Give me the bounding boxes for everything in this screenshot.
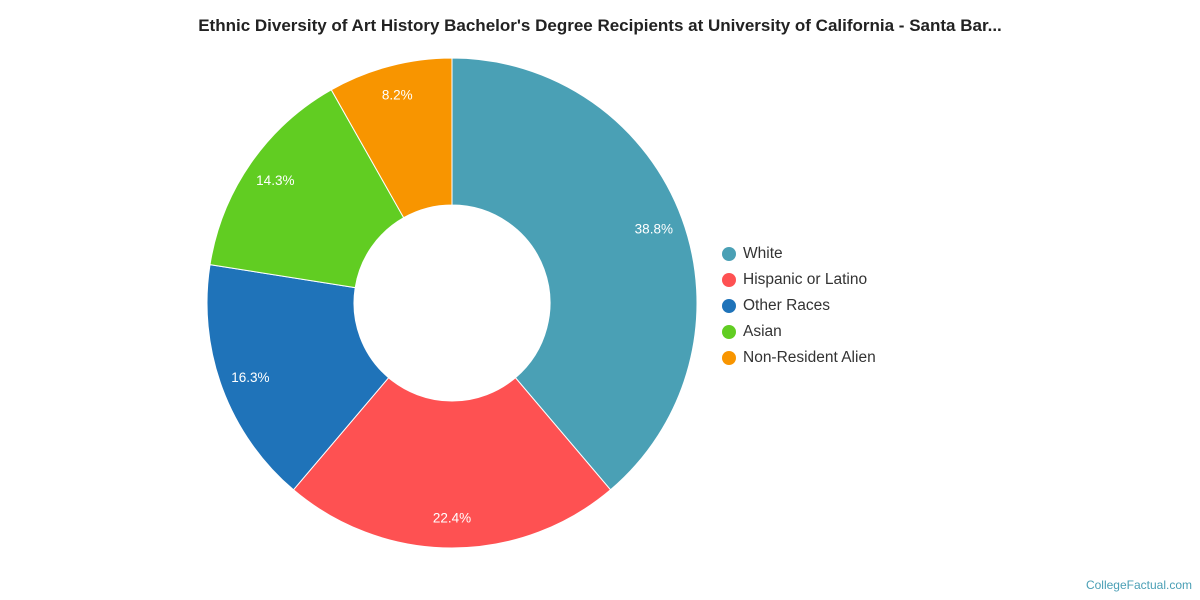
legend-item-white[interactable]: White xyxy=(722,241,876,267)
legend-swatch xyxy=(722,351,736,365)
slice-hispanic-or-latino[interactable] xyxy=(292,377,612,549)
legend-label: Hispanic or Latino xyxy=(743,271,868,288)
legend-swatch xyxy=(722,299,736,313)
chart-title: Ethnic Diversity of Art History Bachelor… xyxy=(198,16,1002,35)
slice-value-label: 8.2% xyxy=(382,88,413,103)
legend-label: Non-Resident Alien xyxy=(743,349,876,366)
legend-label: White xyxy=(743,245,783,262)
slice-value-label: 22.4% xyxy=(433,511,471,526)
legend-item-other-races[interactable]: Other Races xyxy=(722,293,876,319)
legend-item-hispanic-or-latino[interactable]: Hispanic or Latino xyxy=(722,267,876,293)
chart-legend: White Hispanic or Latino Other Races Asi… xyxy=(722,241,876,371)
legend-swatch xyxy=(722,247,736,261)
credit-link[interactable]: CollegeFactual.com xyxy=(1085,578,1192,592)
slice-asian[interactable] xyxy=(209,89,405,289)
legend-swatch xyxy=(722,325,736,339)
slice-other-races[interactable] xyxy=(206,264,390,491)
slice-value-label: 14.3% xyxy=(256,173,294,188)
slice-value-label: 38.8% xyxy=(635,221,673,236)
legend-label: Asian xyxy=(743,323,782,340)
slice-non-resident-alien[interactable] xyxy=(330,57,453,219)
slice-white[interactable] xyxy=(451,57,698,491)
legend-item-asian[interactable]: Asian xyxy=(722,319,876,345)
legend-label: Other Races xyxy=(743,297,831,314)
legend-swatch xyxy=(722,273,736,287)
slice-value-label: 16.3% xyxy=(231,370,269,385)
legend-item-non-resident-alien[interactable]: Non-Resident Alien xyxy=(722,345,876,371)
